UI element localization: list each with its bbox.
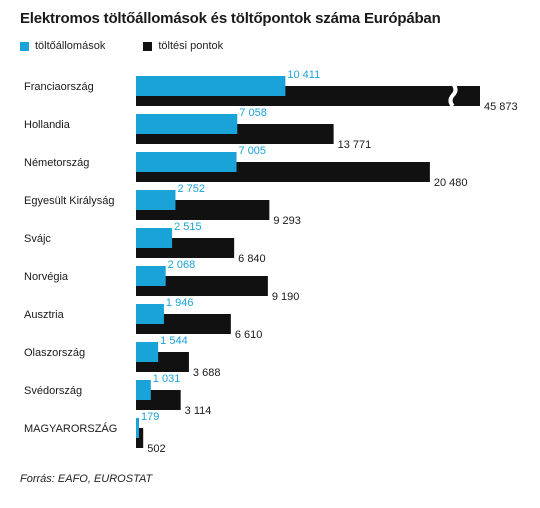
value-label-points-norvegia: 9 190 <box>272 291 300 303</box>
source-note: Forrás: EAFO, EUROSTAT <box>20 473 153 485</box>
bar-stations-norvegia <box>136 266 166 286</box>
bar-stations-ausztria <box>136 304 164 324</box>
bar-stations-egyesult-kiralysag <box>136 190 176 210</box>
value-label-stations-nemetorszag: 7 005 <box>239 145 267 157</box>
value-label-points-hollandia: 13 771 <box>338 139 372 151</box>
category-label-magyarorszag: MAGYARORSZÁG <box>24 422 117 435</box>
legend-item-points: töltési pontok <box>143 40 223 52</box>
category-label-olaszorszag: Olaszország <box>24 347 85 359</box>
value-label-stations-magyarorszag: 179 <box>141 411 159 423</box>
category-label-egyesult-kiralysag: Egyesült Királyság <box>24 195 115 207</box>
bar-stations-svedorszag <box>136 380 151 400</box>
category-label-franciaorszag: Franciaország <box>24 81 94 93</box>
bar-points-magyarorszag <box>136 428 144 448</box>
bar-stations-hollandia <box>136 114 238 134</box>
value-label-stations-svedorszag: 1 031 <box>153 373 181 385</box>
legend: töltőállomások töltési pontok <box>20 40 261 52</box>
value-label-stations-olaszorszag: 1 544 <box>160 335 188 347</box>
value-label-stations-ausztria: 1 946 <box>166 297 194 309</box>
bar-points-norvegia <box>136 276 268 296</box>
chart-title: Elektromos töltőállomások és töltőpontok… <box>20 10 441 27</box>
value-label-stations-franciaorszag: 10 411 <box>287 69 320 81</box>
value-label-points-nemetorszag: 20 480 <box>434 177 468 189</box>
value-label-stations-egyesult-kiralysag: 2 752 <box>177 183 205 195</box>
category-label-svedorszag: Svédország <box>24 385 82 397</box>
axis-break-mark <box>448 82 458 108</box>
category-label-svajc: Svájc <box>24 233 51 245</box>
value-label-stations-norvegia: 2 068 <box>168 259 196 271</box>
legend-label-stations: töltőállomások <box>35 40 106 52</box>
legend-swatch-points <box>143 41 153 51</box>
value-label-points-svajc: 6 840 <box>238 253 266 265</box>
category-label-hollandia: Hollandia <box>24 119 71 131</box>
category-label-nemetorszag: Németország <box>24 157 89 169</box>
category-label-norvegia: Norvégia <box>24 271 69 283</box>
category-label-ausztria: Ausztria <box>24 309 65 321</box>
bar-stations-nemetorszag <box>136 152 237 172</box>
bar-stations-olaszorszag <box>136 342 159 362</box>
bar-stations-magyarorszag <box>136 418 139 438</box>
legend-item-stations: töltőállomások <box>20 40 105 52</box>
value-label-points-olaszorszag: 3 688 <box>193 367 221 379</box>
legend-swatch-stations <box>20 41 29 51</box>
value-label-points-egyesult-kiralysag: 9 293 <box>273 215 301 227</box>
value-label-points-franciaorszag: 45 873 <box>484 101 518 113</box>
value-label-points-ausztria: 6 610 <box>235 329 263 341</box>
value-label-points-magyarorszag: 502 <box>147 443 165 455</box>
bar-stations-franciaorszag <box>136 76 286 96</box>
bar-stations-svajc <box>136 228 173 248</box>
legend-label-points: töltési pontok <box>158 40 224 52</box>
value-label-points-svedorszag: 3 114 <box>185 405 212 417</box>
value-label-stations-hollandia: 7 058 <box>239 107 267 119</box>
value-label-stations-svajc: 2 515 <box>174 221 202 233</box>
